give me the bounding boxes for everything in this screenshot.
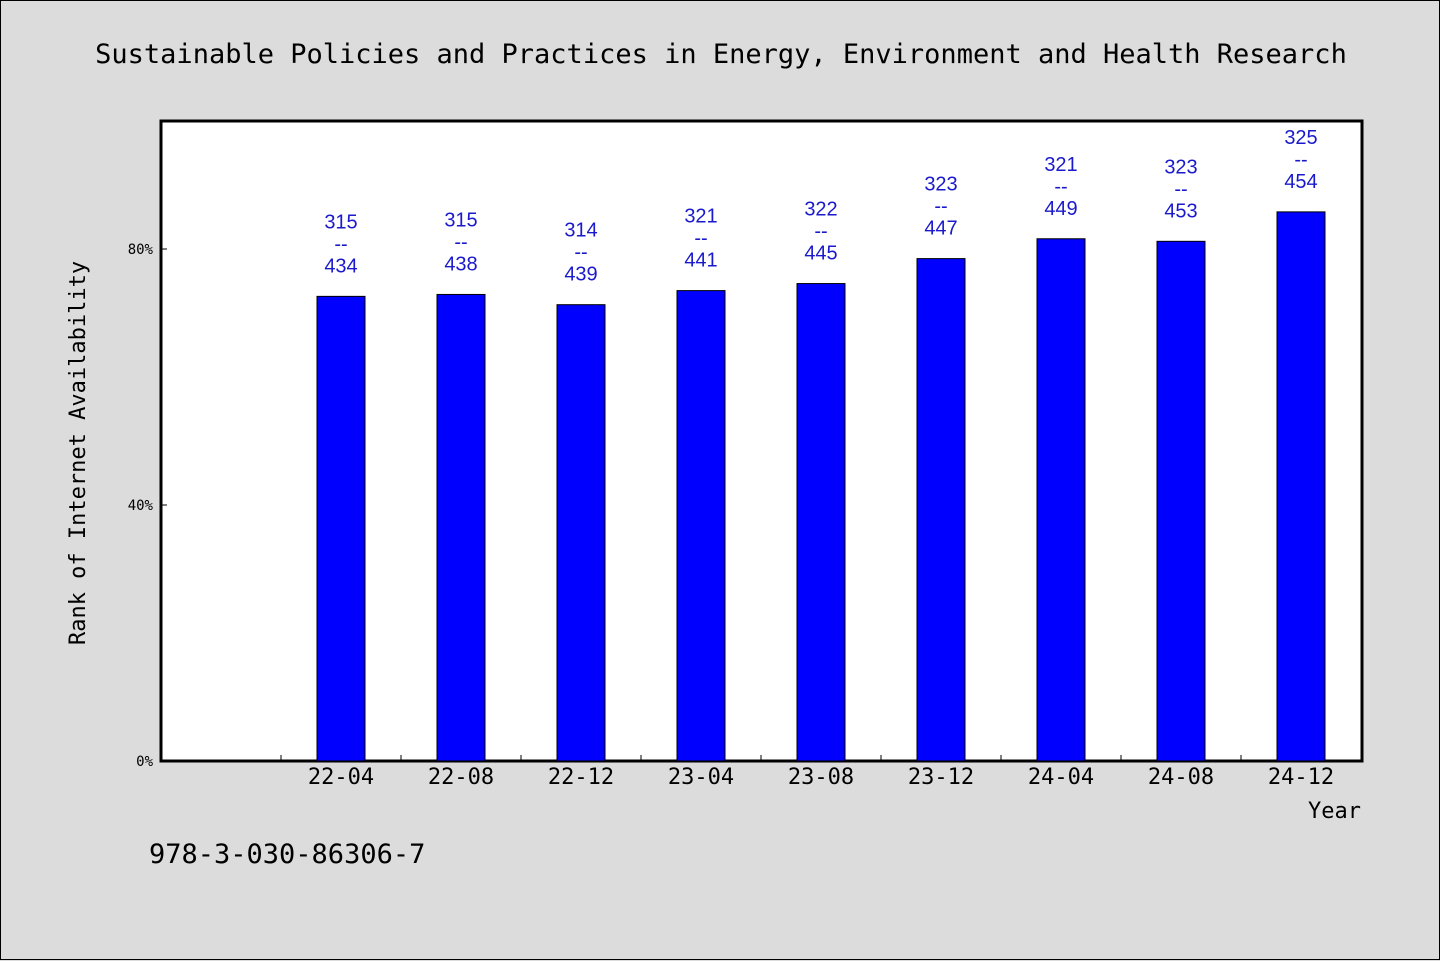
x-axis: 22-04 22-08 22-12 23-04 23-08 23-12 24-04 24-08… (280, 755, 1362, 790)
data-label-separator: -- (814, 221, 827, 243)
bar (796, 283, 846, 762)
data-label-separator: -- (1294, 149, 1307, 171)
data-label-bottom: 439 (564, 264, 597, 286)
data-label-bottom: 438 (444, 253, 477, 275)
y-tick-label: 40% (128, 498, 154, 514)
x-tick-label: 24-04 (1028, 765, 1094, 790)
bar (676, 290, 726, 762)
data-label-top: 321 (1044, 154, 1077, 176)
data-label-separator: -- (454, 231, 467, 253)
x-tick-label: 23-12 (908, 765, 974, 790)
x-tick-label: 22-12 (548, 765, 614, 790)
data-label-bottom: 441 (684, 250, 717, 272)
bar (436, 293, 486, 762)
bars-group (316, 211, 1326, 762)
data-label-separator: -- (1174, 178, 1187, 200)
x-tick-label: 24-08 (1148, 765, 1214, 790)
data-label-top: 323 (924, 174, 957, 196)
data-label-top: 325 (1284, 127, 1317, 149)
bar (1156, 240, 1206, 762)
data-label-top: 322 (804, 199, 837, 221)
x-tick-label: 22-04 (308, 765, 374, 790)
bar (556, 304, 606, 762)
data-label-top: 321 (684, 206, 717, 228)
bar (916, 258, 966, 762)
y-tick-label: 80% (128, 242, 154, 258)
data-label-separator: -- (1054, 176, 1067, 198)
bar (316, 295, 366, 762)
chart-title: Sustainable Policies and Practices in En… (95, 39, 1347, 70)
isbn-footer: 978-3-030-86306-7 (149, 839, 425, 870)
x-tick-label: 22-08 (428, 765, 494, 790)
data-label-separator: -- (694, 228, 707, 250)
data-label-bottom: 445 (804, 243, 837, 265)
data-label-top: 315 (444, 209, 477, 231)
x-axis-title: Year (1308, 799, 1361, 824)
x-tick-label: 23-04 (668, 765, 734, 790)
bar (1276, 211, 1326, 762)
data-label-top: 323 (1164, 156, 1197, 178)
bar (1036, 238, 1086, 762)
data-label-bottom: 434 (324, 255, 357, 277)
data-labels-group: 434--315438--315439--314441--321445--322… (324, 127, 1317, 286)
data-label-top: 314 (564, 220, 597, 242)
y-axis-title: Rank of Internet Availability (66, 261, 91, 645)
data-label-bottom: 449 (1044, 198, 1077, 220)
data-label-bottom: 453 (1164, 200, 1197, 222)
x-tick-label: 24-12 (1268, 765, 1334, 790)
data-label-separator: -- (934, 196, 947, 218)
data-label-bottom: 447 (924, 218, 957, 240)
x-tick-label: 23-08 (788, 765, 854, 790)
data-label-top: 315 (324, 211, 357, 233)
y-axis: 0% 40% 80% (128, 242, 167, 770)
data-label-separator: -- (334, 233, 347, 255)
data-label-separator: -- (574, 242, 587, 264)
y-tick-label: 0% (136, 754, 153, 770)
data-label-bottom: 454 (1284, 171, 1317, 193)
